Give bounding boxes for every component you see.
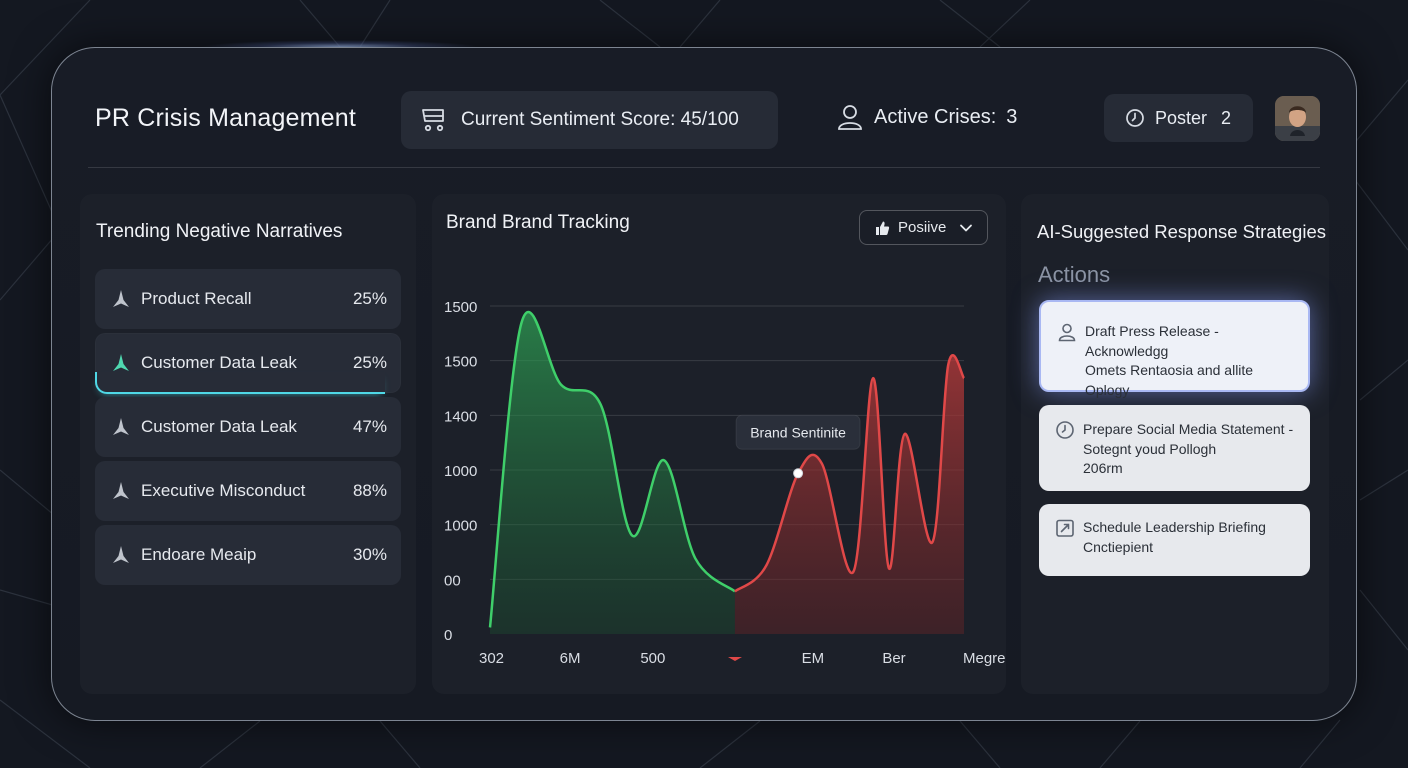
tooltip-point — [793, 468, 804, 479]
action-text: Schedule Leadership Briefing Cnctiepient — [1083, 518, 1266, 557]
x-tick-label: 500 — [640, 650, 665, 667]
action-line: Draft Press Release - Acknowledgg — [1085, 323, 1219, 359]
narrative-label: Product Recall — [141, 289, 252, 308]
cart-icon — [422, 109, 444, 132]
active-item-indicator — [95, 372, 385, 394]
y-tick-label: 1500 — [444, 354, 477, 371]
poster-button[interactable]: Poster 2 — [1104, 94, 1253, 142]
warning-triangle-icon — [113, 482, 129, 499]
narrative-item-customer-data-leak[interactable]: Customer Data Leak 47% — [95, 397, 401, 457]
y-tick-label: 1400 — [444, 408, 477, 425]
action-card-schedule-leadership-briefing[interactable]: Schedule Leadership Briefing Cnctiepient — [1039, 504, 1310, 576]
x-tick-marker — [728, 657, 742, 661]
warning-triangle-icon — [113, 354, 129, 371]
narrative-label: Endoare Meaip — [141, 545, 257, 564]
action-line: Schedule Leadership Briefing — [1083, 519, 1266, 535]
narrative-percent: 47% — [352, 417, 387, 436]
narrative-label: Customer Data Leak — [141, 417, 297, 436]
narrative-percent: 88% — [352, 481, 387, 500]
header-divider — [88, 167, 1320, 168]
poster-count: 2 — [1221, 107, 1232, 128]
calendar-icon — [1056, 519, 1074, 537]
clock-icon — [1126, 109, 1144, 127]
action-line: Prepare Social Media Statement - — [1083, 421, 1294, 437]
avatar[interactable] — [1275, 96, 1320, 141]
narrative-item-endoare-meaip[interactable]: Endoare Meaip 30% — [95, 525, 401, 585]
y-tick-label: 0 — [444, 627, 452, 644]
narrative-percent: 25% — [352, 353, 387, 372]
person-icon — [1058, 323, 1076, 342]
poster-label: Poster — [1155, 107, 1208, 128]
narrative-item-product-recall[interactable]: Product Recall 25% — [95, 269, 401, 329]
narrative-percent: 30% — [352, 545, 387, 564]
dropdown-value: Posiive — [898, 219, 947, 236]
action-text: Prepare Social Media Statement - Sotegnt… — [1083, 420, 1293, 479]
tooltip-box — [735, 414, 861, 450]
action-line: Oplogy — [1085, 381, 1130, 398]
narrative-percent: 25% — [352, 289, 387, 308]
narrative-item-executive-misconduct[interactable]: Executive Misconduct 88% — [95, 461, 401, 521]
narrative-item-customer-data-leak-active[interactable]: Customer Data Leak 25% — [95, 333, 401, 393]
user-icon — [838, 105, 862, 130]
y-tick-label: 1000 — [444, 518, 477, 535]
active-crises-indicator[interactable]: Active Crises: 3 — [836, 103, 1017, 131]
active-crises-label: Active Crises: — [874, 105, 997, 128]
warning-triangle-icon — [113, 546, 129, 563]
thumbs-up-icon — [876, 221, 890, 235]
action-card-prepare-social-media-statement[interactable]: Prepare Social Media Statement - Sotegnt… — [1039, 405, 1310, 491]
action-line: Omets Rentaosia and allite — [1085, 362, 1254, 378]
narrative-label: Customer Data Leak — [141, 353, 297, 372]
x-tick-label: 302 — [479, 650, 504, 667]
y-tick-label: 00 — [444, 572, 461, 589]
x-tick-label: 6M — [560, 650, 581, 667]
y-tick-label: 1000 — [444, 463, 477, 480]
warning-triangle-icon — [113, 418, 129, 435]
y-tick-label: 1500 — [444, 299, 477, 316]
x-tick-label: Ber — [882, 650, 905, 667]
x-tick-label: EM — [802, 650, 825, 667]
narratives-heading: Trending Negative Narratives — [96, 221, 343, 242]
chevron-down-icon — [960, 224, 972, 231]
tooltip-label: Brand Sentinite — [750, 424, 846, 440]
action-line: 206rm — [1083, 460, 1123, 476]
series-area — [734, 355, 964, 634]
response-strategies-heading: AI-Suggested Response Strategies — [1037, 221, 1326, 242]
profile-photo — [1275, 96, 1320, 141]
narrative-label: Executive Misconduct — [141, 481, 306, 500]
actions-subheading: Actions — [1038, 262, 1111, 287]
action-line: Sotegnt youd Pollogh — [1083, 440, 1217, 457]
action-card-draft-press-release[interactable]: Draft Press Release - Acknowledgg Omets … — [1039, 300, 1310, 398]
action-line: Cnctiepient — [1083, 538, 1154, 555]
series-line — [488, 310, 736, 628]
clock-icon — [1056, 421, 1074, 439]
sentiment-filter-dropdown[interactable]: Posiive — [859, 210, 988, 245]
active-crises-count: 3 — [1006, 105, 1018, 128]
x-tick-label: Megre — [963, 650, 1006, 667]
sentiment-score-badge[interactable]: Current Sentiment Score: 45/100 — [401, 91, 778, 149]
action-text: Draft Press Release - Acknowledgg Omets … — [1085, 322, 1298, 400]
brand-tracking-heading: Brand Brand Tracking — [446, 212, 630, 233]
warning-triangle-icon — [113, 290, 129, 307]
page-title: PR Crisis Management — [95, 104, 357, 132]
series-area — [490, 311, 735, 634]
sentiment-score-text: Current Sentiment Score: 45/100 — [461, 109, 739, 130]
